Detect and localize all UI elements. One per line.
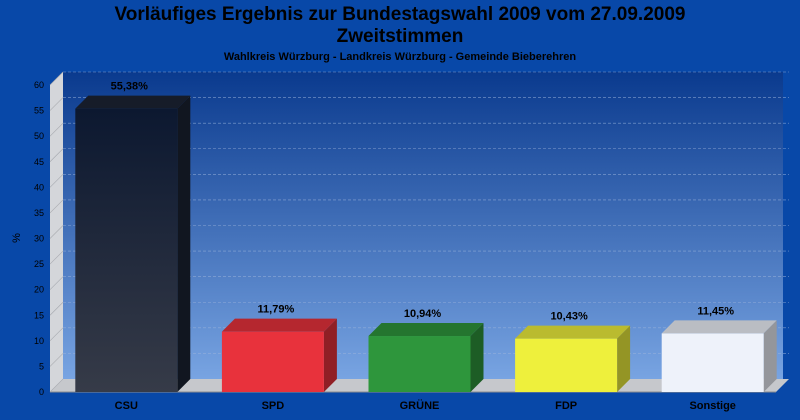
bar-sonstige	[661, 320, 777, 392]
y-tick-label: 20	[34, 285, 44, 295]
bar-value-label: 55,38%	[111, 81, 149, 93]
y-tick-label: 35	[34, 208, 44, 218]
x-tick-label: Sonstige	[689, 400, 735, 412]
grid-line-side	[49, 378, 64, 393]
bar-gr-ne	[368, 323, 484, 392]
chart-subtitle: Zweitstimmen	[336, 26, 464, 47]
grid-line-side	[49, 71, 64, 86]
bar-top-face	[221, 318, 337, 332]
y-tick-label: 60	[34, 80, 44, 90]
grid-line-side	[49, 174, 64, 188]
bar-top-face	[368, 323, 484, 337]
bar-spd	[221, 318, 337, 392]
bar-front-face	[75, 108, 178, 392]
bar-csu	[75, 95, 191, 392]
y-tick-label: 40	[34, 182, 44, 192]
grid-line-side	[49, 225, 64, 239]
y-tick-label: 0	[39, 387, 44, 397]
bar-front-face	[661, 333, 764, 392]
bar-value-label: 10,43%	[550, 311, 588, 323]
y-tick-label: 25	[34, 259, 44, 269]
grid-line-side	[49, 353, 64, 367]
bar-value-label: 10,94%	[404, 308, 442, 320]
grid-line-side	[49, 250, 64, 265]
bar-side-face	[617, 325, 631, 392]
grid-line-side	[49, 122, 64, 137]
x-tick-label: GRÜNE	[400, 399, 440, 412]
grid-line-side	[49, 276, 64, 290]
chart-region-subtitle: Wahlkreis Würzburg - Landkreis Würzburg …	[223, 51, 577, 63]
chart-header: Vorläufiges Ergebnis zur Bundestagswahl …	[0, 4, 800, 65]
y-tick-label: 15	[34, 310, 44, 320]
bar-side-face	[470, 323, 484, 392]
bar-side-face	[763, 320, 777, 392]
bar-front-face	[368, 336, 471, 392]
bar-side-face	[323, 318, 337, 392]
bar-front-face	[515, 338, 618, 392]
bar-top-face	[661, 320, 777, 334]
y-tick-label: 50	[34, 131, 44, 141]
x-tick-label: FDP	[555, 400, 577, 412]
bar-front-face	[221, 331, 324, 392]
y-tick-label: 5	[39, 361, 44, 371]
bar-value-label: 11,79%	[258, 304, 295, 316]
grid-line-side	[49, 327, 64, 342]
x-tick-label: SPD	[262, 400, 285, 412]
grid-line-side	[49, 199, 64, 214]
bar-side-face	[177, 95, 191, 392]
y-tick-label: 10	[34, 336, 44, 346]
y-tick-label: 45	[34, 157, 44, 167]
chart-title: Vorläufiges Ergebnis zur Bundestagswahl …	[114, 4, 686, 25]
grid-line-side	[49, 302, 64, 316]
y-tick-label: 30	[34, 234, 44, 244]
bar-value-label: 11,45%	[697, 305, 734, 317]
bar-top-face	[515, 325, 631, 339]
y-tick-label: 55	[34, 106, 44, 116]
y-axis-label: %	[11, 233, 23, 243]
bar-fdp	[515, 325, 631, 392]
grid-line-side	[49, 148, 64, 162]
bar-top-face	[75, 95, 191, 109]
grid-line-side	[49, 97, 64, 111]
x-tick-label: CSU	[115, 400, 138, 412]
